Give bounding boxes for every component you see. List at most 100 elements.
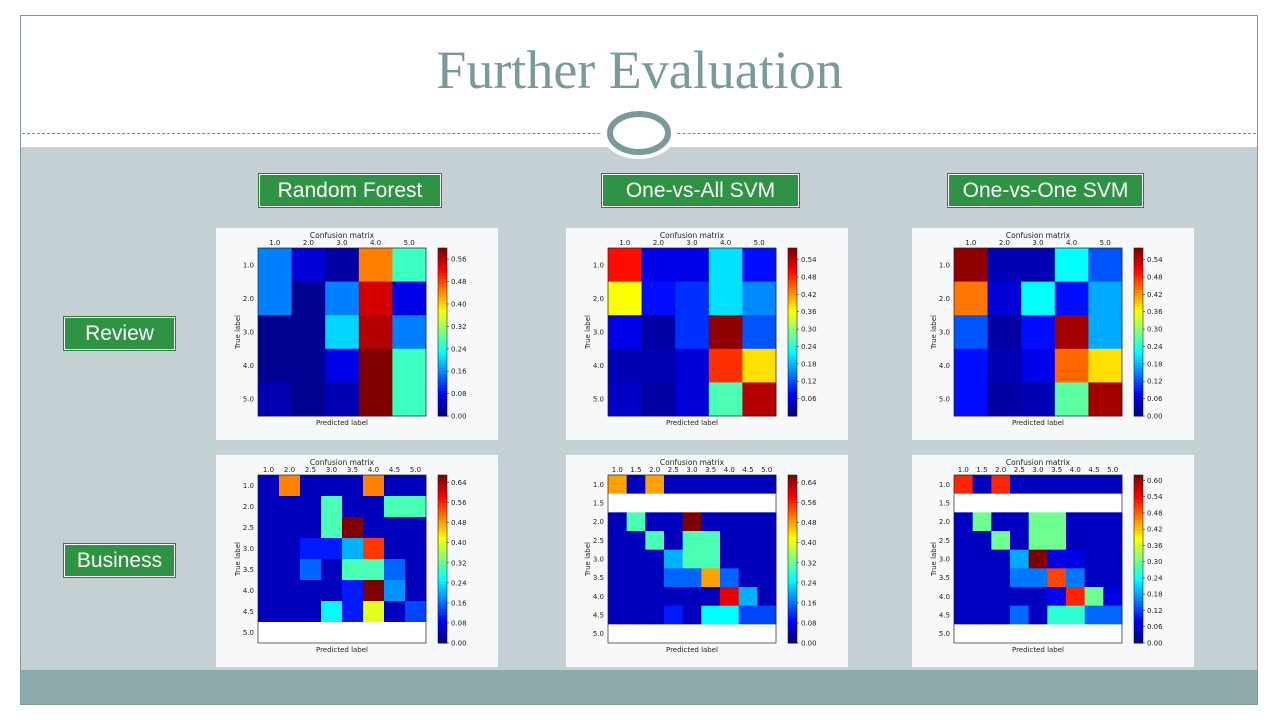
x-tick-label: 4.5 (1088, 466, 1099, 474)
heatmap-cell (608, 531, 628, 551)
colorbar-segment (438, 517, 447, 521)
heatmap-cell (987, 348, 1022, 383)
colorbar-tick-label: 0.24 (801, 343, 817, 351)
heatmap-cell (675, 281, 710, 316)
colorbar-segment (1134, 376, 1143, 381)
x-tick-label: 2.5 (668, 466, 679, 474)
colorbar-frame (437, 247, 448, 417)
colorbar-segment (1134, 368, 1143, 372)
colorbar-segment (438, 315, 447, 319)
heatmap-cell (954, 348, 988, 383)
colorbar-segment (1134, 595, 1143, 599)
x-tick-label: 2.5 (305, 466, 316, 474)
colorbar-segment (438, 559, 447, 563)
colorbar-segment (438, 629, 447, 633)
heatmap-cell (738, 512, 758, 532)
heatmap-cell (626, 512, 646, 532)
colorbar-segment (1134, 284, 1143, 288)
heatmap-cell (757, 624, 777, 644)
colorbar-segment (1134, 631, 1143, 636)
colorbar-segment (788, 570, 797, 574)
y-tick-label: 5.0 (243, 629, 254, 637)
y-tick-label: 1.0 (593, 481, 604, 489)
heatmap-cell (325, 348, 360, 383)
heatmap-cell (1103, 587, 1123, 607)
heatmap-cell (720, 493, 740, 513)
heatmap-cell (608, 248, 642, 282)
heatmap-cell (321, 475, 343, 497)
colorbar-segment (1134, 390, 1143, 395)
y-axis-label: True label (584, 542, 592, 577)
heatmap-cell (954, 382, 988, 417)
y-tick-label: 5.0 (593, 396, 604, 404)
colorbar-segment (1134, 497, 1143, 501)
colorbar-segment (1134, 483, 1143, 487)
colorbar-segment (1134, 312, 1143, 316)
y-tick-label: 4.5 (593, 612, 604, 620)
colorbar-segment (438, 522, 447, 526)
colorbar-segment (1134, 626, 1143, 630)
colorbar-segment (788, 248, 797, 252)
heatmap-cell (738, 605, 758, 625)
colorbar-segment (1134, 374, 1143, 378)
colorbar-segment (1134, 581, 1143, 585)
heatmap-cell (701, 512, 721, 532)
heatmap-cell (363, 559, 385, 581)
colorbar-segment (788, 475, 797, 479)
y-axis-label: True label (930, 542, 938, 577)
heatmap-cell (991, 475, 1011, 495)
heatmap-cell (1028, 475, 1048, 495)
heatmap-cell (720, 549, 740, 569)
colorbar-segment (788, 315, 797, 319)
colorbar-segment (788, 598, 797, 602)
colorbar-segment (788, 612, 797, 616)
heatmap-cell (664, 475, 684, 495)
colorbar-tick-label: 0.32 (801, 559, 817, 567)
colorbar-segment (438, 519, 447, 524)
heatmap-cell (738, 587, 758, 607)
heatmap-cell (384, 475, 406, 497)
colorbar-tick-label: 0.16 (801, 599, 817, 607)
colorbar-segment (788, 536, 797, 540)
colorbar-segment (438, 318, 447, 322)
colorbar-segment (788, 250, 797, 255)
colorbar-segment (438, 483, 447, 487)
colorbar-segment (1134, 399, 1143, 403)
heatmap-cell (641, 382, 676, 417)
colorbar-segment (788, 388, 797, 392)
x-tick-label: 5.0 (404, 239, 415, 247)
colorbar-segment (788, 522, 797, 526)
colorbar-tick-label: 0.08 (801, 619, 817, 627)
heatmap-cell (392, 281, 427, 316)
colorbar-segment (438, 525, 447, 529)
colorbar-segment (438, 581, 447, 585)
colorbar-segment (788, 578, 797, 582)
heatmap-cell (1028, 624, 1048, 644)
colorbar-tick-label: 0.42 (1147, 526, 1163, 534)
colorbar-tick-label: 0.48 (451, 519, 467, 527)
heatmap-cell (626, 568, 646, 588)
heatmap-cell (626, 605, 646, 625)
colorbar-segment (438, 262, 447, 266)
colorbar-segment (1134, 522, 1143, 526)
x-tick-label: 4.0 (724, 466, 735, 474)
colorbar-segment (1134, 393, 1143, 397)
colorbar-tick-label: 0.08 (451, 619, 467, 627)
colorbar-tick-label: 0.48 (451, 278, 467, 286)
y-tick-label: 3.5 (243, 566, 254, 574)
heatmap-cell (701, 475, 721, 495)
heatmap-cell (1028, 568, 1048, 588)
y-tick-label: 2.5 (593, 537, 604, 545)
colorbar-segment (788, 567, 797, 571)
heatmap-cell (1103, 475, 1123, 495)
heatmap-cell (300, 538, 322, 560)
heatmap-cell (1010, 475, 1030, 495)
heatmap-cell (954, 248, 988, 282)
y-tick-label: 5.0 (243, 396, 254, 404)
colorbar-segment (438, 332, 447, 336)
colorbar-segment (438, 533, 447, 538)
y-tick-label: 4.0 (243, 587, 254, 595)
y-tick-label: 4.0 (939, 362, 950, 370)
colorbar-tick-label: 0.32 (451, 323, 467, 331)
colorbar-tick-label: 0.48 (1147, 273, 1163, 281)
